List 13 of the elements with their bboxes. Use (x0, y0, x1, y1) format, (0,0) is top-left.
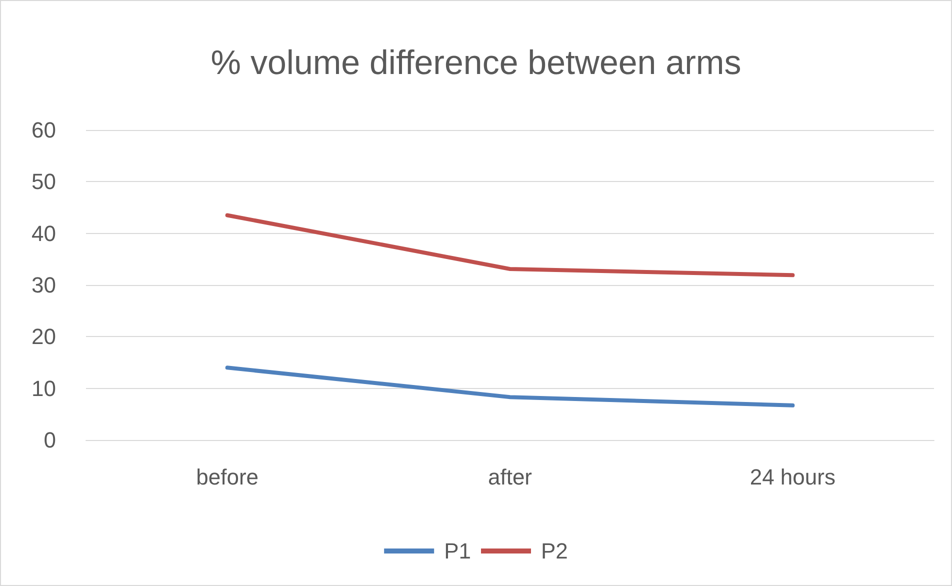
y-tick-label: 40 (32, 220, 56, 246)
y-tick-label: 10 (32, 376, 56, 401)
x-tick-label: before (196, 464, 259, 490)
y-tick-label: 60 (32, 118, 56, 142)
legend-label: P1 (444, 538, 472, 564)
y-tick-label: 0 (44, 428, 56, 452)
chart-title: % volume difference between arms (210, 44, 742, 82)
x-tick-label: 24 hours (750, 464, 836, 490)
x-tick-label: after (488, 464, 532, 490)
y-tick-label: 50 (32, 169, 56, 194)
legend-label: P2 (541, 538, 568, 564)
y-tick-label: 20 (32, 324, 56, 350)
y-tick-label: 30 (32, 272, 56, 298)
